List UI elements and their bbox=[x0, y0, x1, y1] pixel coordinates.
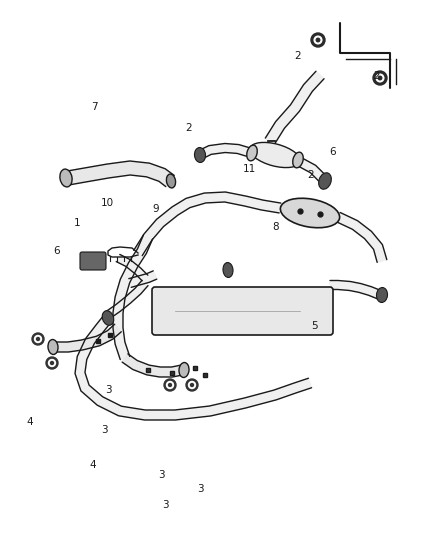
Circle shape bbox=[164, 379, 176, 391]
Text: 4: 4 bbox=[89, 460, 96, 470]
FancyBboxPatch shape bbox=[80, 252, 106, 270]
Text: 1: 1 bbox=[73, 218, 80, 228]
Circle shape bbox=[316, 38, 320, 42]
Polygon shape bbox=[198, 143, 249, 159]
Polygon shape bbox=[67, 161, 174, 187]
Text: 2: 2 bbox=[294, 51, 301, 61]
Text: 3: 3 bbox=[101, 425, 108, 434]
Polygon shape bbox=[336, 213, 387, 262]
Text: 9: 9 bbox=[152, 204, 159, 214]
Circle shape bbox=[169, 384, 172, 386]
Circle shape bbox=[314, 36, 322, 44]
Polygon shape bbox=[330, 280, 381, 299]
Circle shape bbox=[50, 361, 53, 365]
Text: 10: 10 bbox=[101, 198, 114, 207]
Circle shape bbox=[191, 384, 194, 386]
Ellipse shape bbox=[247, 145, 257, 161]
Text: 6: 6 bbox=[53, 246, 60, 255]
Ellipse shape bbox=[319, 173, 331, 189]
Polygon shape bbox=[265, 71, 324, 144]
Text: 3: 3 bbox=[105, 385, 112, 395]
Ellipse shape bbox=[377, 287, 388, 303]
Ellipse shape bbox=[250, 142, 300, 167]
Text: 3: 3 bbox=[162, 500, 169, 510]
Ellipse shape bbox=[280, 198, 339, 228]
Circle shape bbox=[186, 379, 198, 391]
Text: 8: 8 bbox=[272, 222, 279, 232]
Text: 2: 2 bbox=[185, 123, 192, 133]
Circle shape bbox=[311, 33, 325, 47]
Ellipse shape bbox=[179, 362, 189, 377]
Ellipse shape bbox=[60, 169, 72, 187]
Polygon shape bbox=[122, 354, 183, 377]
Circle shape bbox=[376, 74, 384, 82]
Circle shape bbox=[46, 357, 58, 369]
Circle shape bbox=[49, 359, 56, 367]
Text: 4: 4 bbox=[26, 417, 33, 427]
Text: 6: 6 bbox=[329, 148, 336, 157]
Text: 5: 5 bbox=[311, 321, 318, 331]
Ellipse shape bbox=[293, 152, 303, 168]
Polygon shape bbox=[134, 192, 281, 256]
Circle shape bbox=[373, 71, 387, 85]
Circle shape bbox=[35, 335, 42, 343]
Polygon shape bbox=[129, 271, 157, 287]
Polygon shape bbox=[75, 315, 311, 420]
Ellipse shape bbox=[223, 263, 233, 278]
Ellipse shape bbox=[102, 311, 114, 325]
Circle shape bbox=[378, 76, 382, 80]
Polygon shape bbox=[298, 158, 325, 181]
Circle shape bbox=[36, 337, 39, 341]
Ellipse shape bbox=[194, 148, 205, 163]
Text: 3: 3 bbox=[158, 471, 165, 480]
Circle shape bbox=[166, 382, 173, 389]
Text: 2: 2 bbox=[307, 170, 314, 180]
Polygon shape bbox=[116, 254, 148, 281]
Text: 11: 11 bbox=[243, 165, 256, 174]
Circle shape bbox=[32, 333, 44, 345]
Text: 7: 7 bbox=[91, 102, 98, 111]
Polygon shape bbox=[113, 235, 152, 360]
Ellipse shape bbox=[48, 340, 58, 354]
Text: 2: 2 bbox=[373, 71, 380, 80]
Polygon shape bbox=[106, 280, 148, 318]
Text: 3: 3 bbox=[197, 484, 204, 494]
Ellipse shape bbox=[166, 174, 176, 188]
Circle shape bbox=[188, 382, 195, 389]
Polygon shape bbox=[55, 324, 121, 352]
FancyBboxPatch shape bbox=[152, 287, 333, 335]
